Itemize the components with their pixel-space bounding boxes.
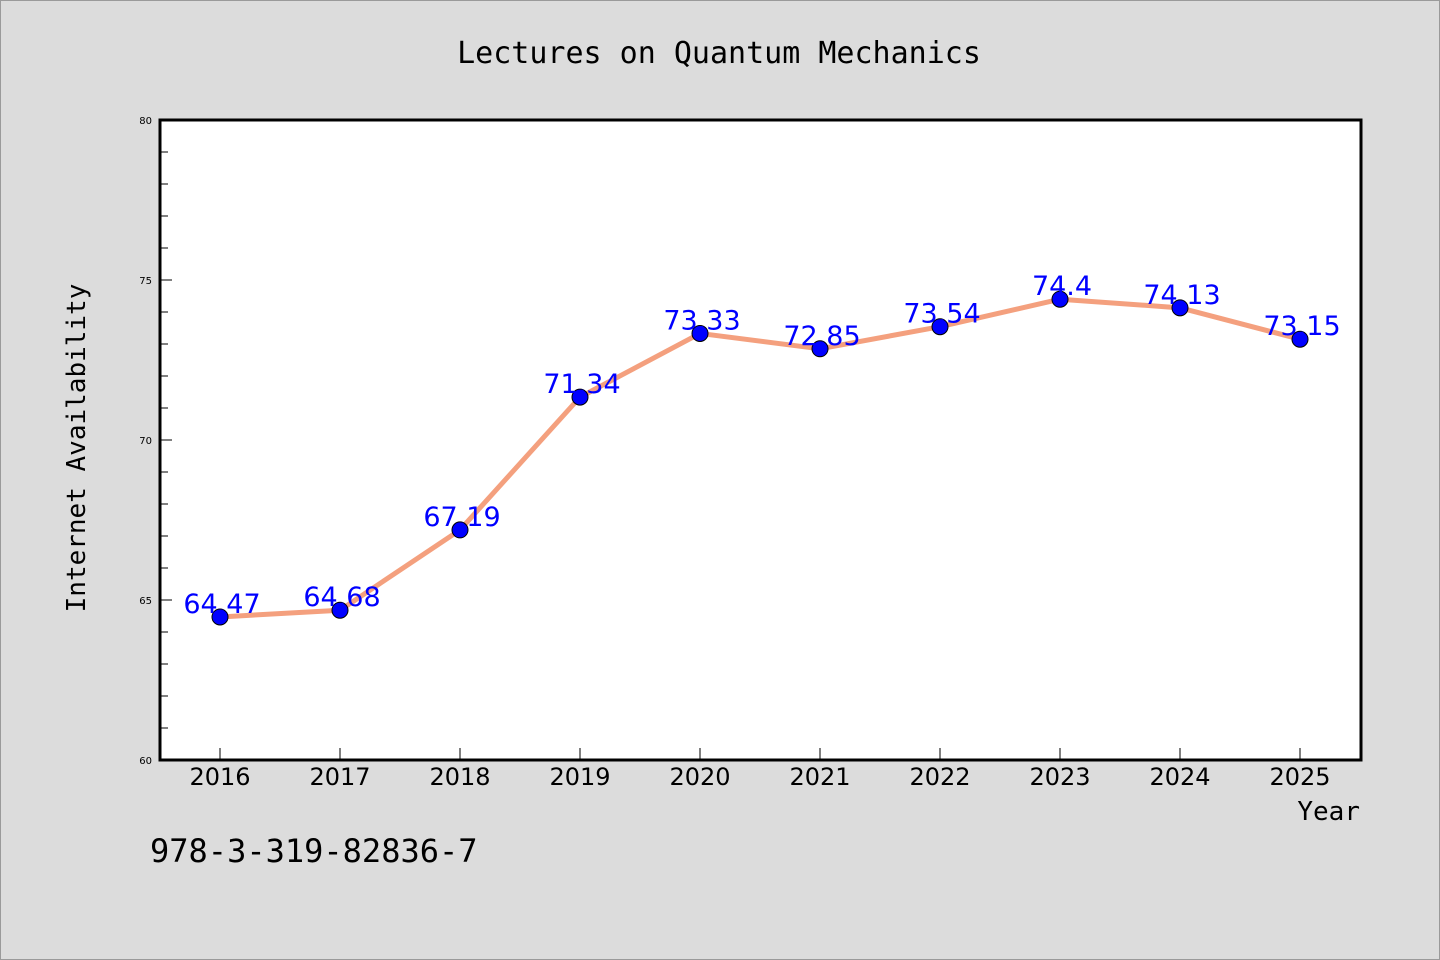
- data-point: [1171, 299, 1189, 317]
- y-tick-label: 65: [139, 596, 152, 607]
- data-label: 72.85: [783, 321, 860, 352]
- data-point: [811, 340, 829, 358]
- chart-title: Lectures on Quantum Mechanics: [457, 36, 981, 71]
- x-tick-label: 2025: [1269, 763, 1330, 791]
- isbn-caption: 978-3-319-82836-7: [150, 832, 478, 870]
- x-tick-label: 2016: [189, 763, 250, 791]
- data-label: 74.4: [1032, 271, 1092, 302]
- x-tick-label: 2021: [789, 763, 850, 791]
- data-label: 67.19: [423, 502, 500, 533]
- x-axis-label: Year: [1297, 797, 1360, 827]
- data-point: [571, 388, 589, 406]
- x-tick-label: 2022: [909, 763, 970, 791]
- data-point: [331, 601, 349, 619]
- data-point: [691, 324, 709, 342]
- data-label: 73.33: [663, 305, 740, 336]
- data-labels: 64.47 64.68 67.19 71.34 73.33 72.85 73.54 74.4 7…: [183, 271, 1340, 620]
- x-tick-label: 2020: [669, 763, 730, 791]
- data-label: 71.34: [543, 369, 620, 400]
- x-tick-label: 2024: [1149, 763, 1210, 791]
- data-point: [451, 521, 469, 539]
- data-label: 74.13: [1143, 280, 1220, 311]
- data-label: 73.15: [1263, 311, 1340, 342]
- y-axis-label: Internet Availability: [62, 284, 92, 613]
- x-axis-ticks: 2016 2017 2018 2019 2020 2021 2022 2023 2024 2025: [189, 748, 1331, 791]
- y-tick-label: 60: [139, 756, 152, 767]
- data-point: [931, 318, 949, 336]
- x-tick-label: 2018: [429, 763, 490, 791]
- plot-area: [160, 120, 1361, 760]
- y-tick-label: 80: [139, 116, 152, 127]
- series-line: [217, 296, 1303, 620]
- x-tick-label: 2017: [309, 763, 370, 791]
- data-label: 73.54: [903, 299, 980, 330]
- data-point: [211, 608, 229, 626]
- data-point: [1291, 330, 1309, 348]
- data-label: 64.68: [303, 582, 380, 613]
- x-tick-label: 2019: [549, 763, 610, 791]
- series-markers: [211, 290, 1309, 626]
- y-tick-label: 70: [139, 436, 152, 447]
- y-tick-label: 75: [139, 276, 152, 287]
- data-point: [1051, 290, 1069, 308]
- plot-border: [158, 118, 1363, 762]
- x-tick-label: 2023: [1029, 763, 1090, 791]
- data-label: 64.47: [183, 589, 260, 620]
